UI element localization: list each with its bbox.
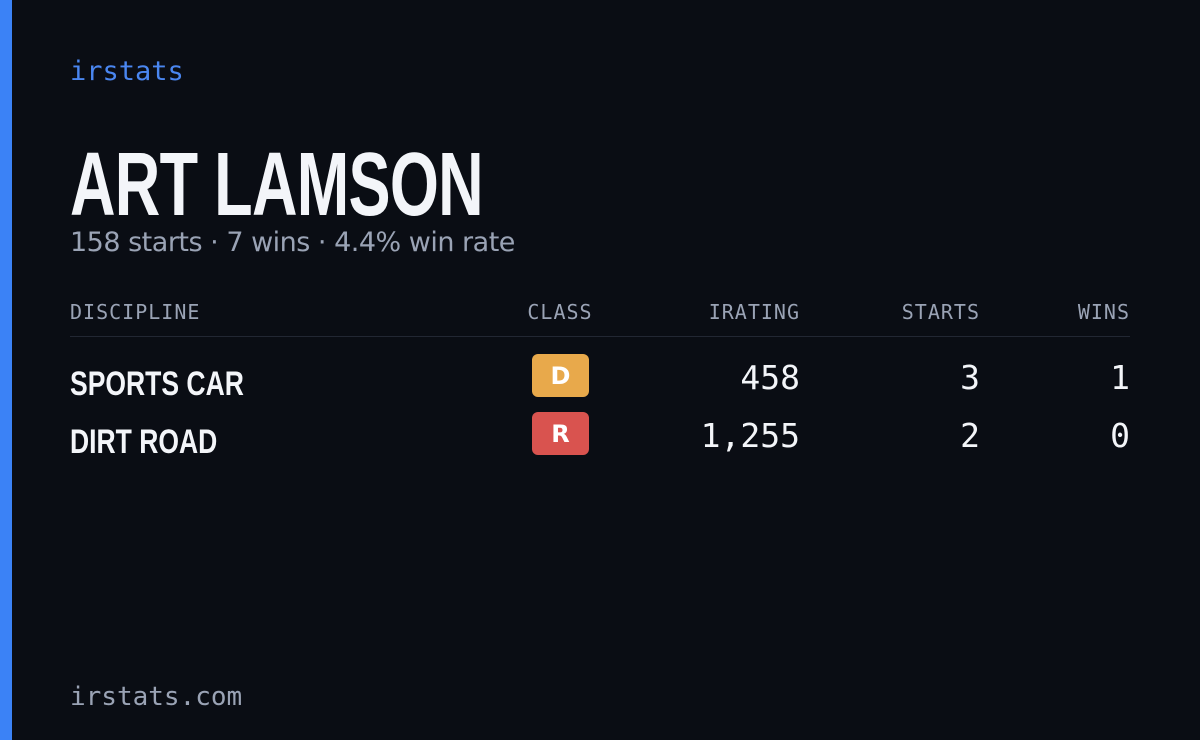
footer-link: irstats.com — [70, 682, 243, 712]
wins-value: 0 — [1110, 416, 1130, 455]
irating-value: 1,255 — [700, 416, 800, 455]
discipline: DIRT ROAD — [70, 423, 218, 461]
brand: irstats — [70, 56, 184, 87]
accent-bar — [0, 0, 12, 740]
wins-value: 1 — [1110, 358, 1130, 397]
discipline: SPORTS CAR — [70, 365, 244, 403]
driver-summary: 158 starts · 7 wins · 4.4% win rate — [70, 227, 515, 258]
class-badge: R — [532, 412, 589, 455]
column-header: WINS — [1077, 300, 1130, 324]
starts-value: 3 — [960, 358, 980, 397]
column-header: CLASS — [527, 300, 593, 324]
driver-name: ART LAMSON — [70, 135, 484, 235]
irating-value: 458 — [740, 358, 800, 397]
header-rule — [70, 336, 1130, 337]
column-header: DISCIPLINE — [70, 300, 201, 324]
class-badge: D — [532, 354, 589, 397]
starts-value: 2 — [960, 416, 980, 455]
column-header: IRATING — [708, 300, 800, 324]
column-header: STARTS — [901, 300, 980, 324]
